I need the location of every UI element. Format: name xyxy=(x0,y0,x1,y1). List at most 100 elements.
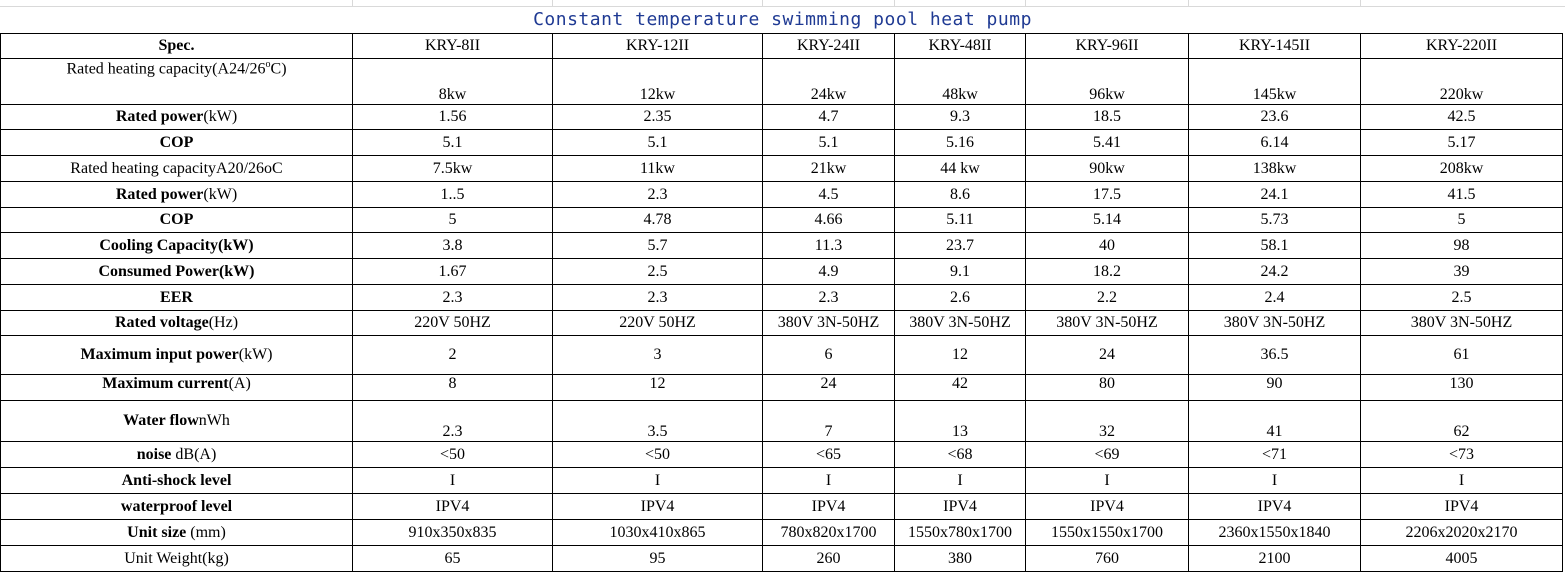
value-cell[interactable]: 80 xyxy=(1025,374,1189,401)
value-cell[interactable]: 7.5kw xyxy=(352,155,553,182)
value-cell[interactable]: I xyxy=(352,467,553,494)
value-cell[interactable]: <65 xyxy=(762,441,895,468)
value-cell[interactable]: 5 xyxy=(352,207,553,233)
value-cell[interactable]: 2.2 xyxy=(1025,284,1189,311)
value-cell[interactable]: 5.16 xyxy=(894,129,1026,156)
value-cell[interactable]: 380 xyxy=(894,545,1026,572)
value-cell[interactable]: 98 xyxy=(1360,232,1563,259)
value-cell[interactable]: 5.17 xyxy=(1360,129,1563,156)
spec-label-cell[interactable]: EER xyxy=(0,284,353,311)
model-header-cell[interactable]: KRY-48II xyxy=(894,33,1026,59)
value-cell[interactable]: 3 xyxy=(552,335,763,375)
value-cell[interactable]: 61 xyxy=(1360,335,1563,375)
spec-label-cell[interactable]: Anti-shock level xyxy=(0,467,353,494)
value-cell[interactable]: 4.78 xyxy=(552,207,763,233)
value-cell[interactable]: 8.6 xyxy=(894,181,1026,208)
value-cell[interactable]: 24 xyxy=(762,374,895,401)
value-cell[interactable]: 2.5 xyxy=(552,258,763,285)
value-cell[interactable]: 2360x1550x1840 xyxy=(1188,519,1361,546)
value-cell[interactable]: 220kw xyxy=(1360,58,1563,105)
value-cell[interactable]: 2100 xyxy=(1188,545,1361,572)
value-cell[interactable]: <50 xyxy=(352,441,553,468)
model-header-cell[interactable]: KRY-12II xyxy=(552,33,763,59)
value-cell[interactable]: <50 xyxy=(552,441,763,468)
model-header-cell[interactable]: KRY-24II xyxy=(762,33,895,59)
value-cell[interactable]: 910x350x835 xyxy=(352,519,553,546)
value-cell[interactable]: 42 xyxy=(894,374,1026,401)
spec-label-cell[interactable]: noise dB(A) xyxy=(0,441,353,468)
sheet-title[interactable]: Constant temperature swimming pool heat … xyxy=(533,9,1032,30)
value-cell[interactable]: 1.56 xyxy=(352,104,553,130)
value-cell[interactable]: 8kw xyxy=(352,58,553,105)
value-cell[interactable]: 24.1 xyxy=(1188,181,1361,208)
value-cell[interactable]: 6.14 xyxy=(1188,129,1361,156)
value-cell[interactable]: 760 xyxy=(1025,545,1189,572)
value-cell[interactable]: 220V 50HZ xyxy=(352,310,553,336)
value-cell[interactable]: IPV4 xyxy=(552,493,763,520)
value-cell[interactable]: 138kw xyxy=(1188,155,1361,182)
value-cell[interactable]: <71 xyxy=(1188,441,1361,468)
value-cell[interactable]: 36.5 xyxy=(1188,335,1361,375)
value-cell[interactable]: 2.3 xyxy=(352,284,553,311)
value-cell[interactable]: 4.5 xyxy=(762,181,895,208)
value-cell[interactable]: IPV4 xyxy=(1025,493,1189,520)
value-cell[interactable]: 380V 3N-50HZ xyxy=(1025,310,1189,336)
value-cell[interactable]: 12kw xyxy=(552,58,763,105)
value-cell[interactable]: 12 xyxy=(894,335,1026,375)
value-cell[interactable]: 5.1 xyxy=(762,129,895,156)
value-cell[interactable]: IPV4 xyxy=(894,493,1026,520)
value-cell[interactable]: 17.5 xyxy=(1025,181,1189,208)
value-cell[interactable]: 2206x2020x2170 xyxy=(1360,519,1563,546)
spec-label-cell[interactable]: Rated voltage(Hz) xyxy=(0,310,353,336)
value-cell[interactable]: 90kw xyxy=(1025,155,1189,182)
spec-label-cell[interactable]: Maximum input power(kW) xyxy=(0,335,353,375)
value-cell[interactable]: 4005 xyxy=(1360,545,1563,572)
value-cell[interactable]: 4.9 xyxy=(762,258,895,285)
value-cell[interactable]: 12 xyxy=(552,374,763,401)
value-cell[interactable]: 9.1 xyxy=(894,258,1026,285)
value-cell[interactable]: I xyxy=(552,467,763,494)
spec-header-cell[interactable]: Spec. xyxy=(0,33,353,59)
spec-label-cell[interactable]: Rated heating capacityA20/26oC xyxy=(0,155,353,182)
value-cell[interactable]: 1..5 xyxy=(352,181,553,208)
value-cell[interactable]: IPV4 xyxy=(1360,493,1563,520)
value-cell[interactable]: 5.11 xyxy=(894,207,1026,233)
spec-label-cell[interactable]: COP xyxy=(0,129,353,156)
value-cell[interactable]: 260 xyxy=(762,545,895,572)
value-cell[interactable]: I xyxy=(894,467,1026,494)
value-cell[interactable]: <69 xyxy=(1025,441,1189,468)
value-cell[interactable]: 24.2 xyxy=(1188,258,1361,285)
value-cell[interactable]: 2.6 xyxy=(894,284,1026,311)
value-cell[interactable]: 3.5 xyxy=(552,400,763,442)
value-cell[interactable]: 40 xyxy=(1025,232,1189,259)
value-cell[interactable]: 4.66 xyxy=(762,207,895,233)
value-cell[interactable]: 2.3 xyxy=(552,181,763,208)
value-cell[interactable]: 380V 3N-50HZ xyxy=(1360,310,1563,336)
value-cell[interactable]: 32 xyxy=(1025,400,1189,442)
value-cell[interactable]: 5.1 xyxy=(352,129,553,156)
spec-label-cell[interactable]: waterproof level xyxy=(0,493,353,520)
value-cell[interactable]: <73 xyxy=(1360,441,1563,468)
spec-label-cell[interactable]: Rated power(kW) xyxy=(0,181,353,208)
model-header-cell[interactable]: KRY-96II xyxy=(1025,33,1189,59)
spec-label-cell[interactable]: Unit size (mm) xyxy=(0,519,353,546)
value-cell[interactable]: 24kw xyxy=(762,58,895,105)
value-cell[interactable]: 23.6 xyxy=(1188,104,1361,130)
value-cell[interactable]: 220V 50HZ xyxy=(552,310,763,336)
value-cell[interactable]: 44 kw xyxy=(894,155,1026,182)
value-cell[interactable]: 42.5 xyxy=(1360,104,1563,130)
value-cell[interactable]: 6 xyxy=(762,335,895,375)
value-cell[interactable]: 21kw xyxy=(762,155,895,182)
value-cell[interactable]: 11kw xyxy=(552,155,763,182)
value-cell[interactable]: 380V 3N-50HZ xyxy=(1188,310,1361,336)
value-cell[interactable]: IPV4 xyxy=(352,493,553,520)
value-cell[interactable]: <68 xyxy=(894,441,1026,468)
value-cell[interactable]: 2.5 xyxy=(1360,284,1563,311)
value-cell[interactable]: 8 xyxy=(352,374,553,401)
value-cell[interactable]: 95 xyxy=(552,545,763,572)
value-cell[interactable]: 90 xyxy=(1188,374,1361,401)
value-cell[interactable]: 145kw xyxy=(1188,58,1361,105)
model-header-cell[interactable]: KRY-145II xyxy=(1188,33,1361,59)
model-header-cell[interactable]: KRY-220II xyxy=(1360,33,1563,59)
value-cell[interactable]: 2.4 xyxy=(1188,284,1361,311)
